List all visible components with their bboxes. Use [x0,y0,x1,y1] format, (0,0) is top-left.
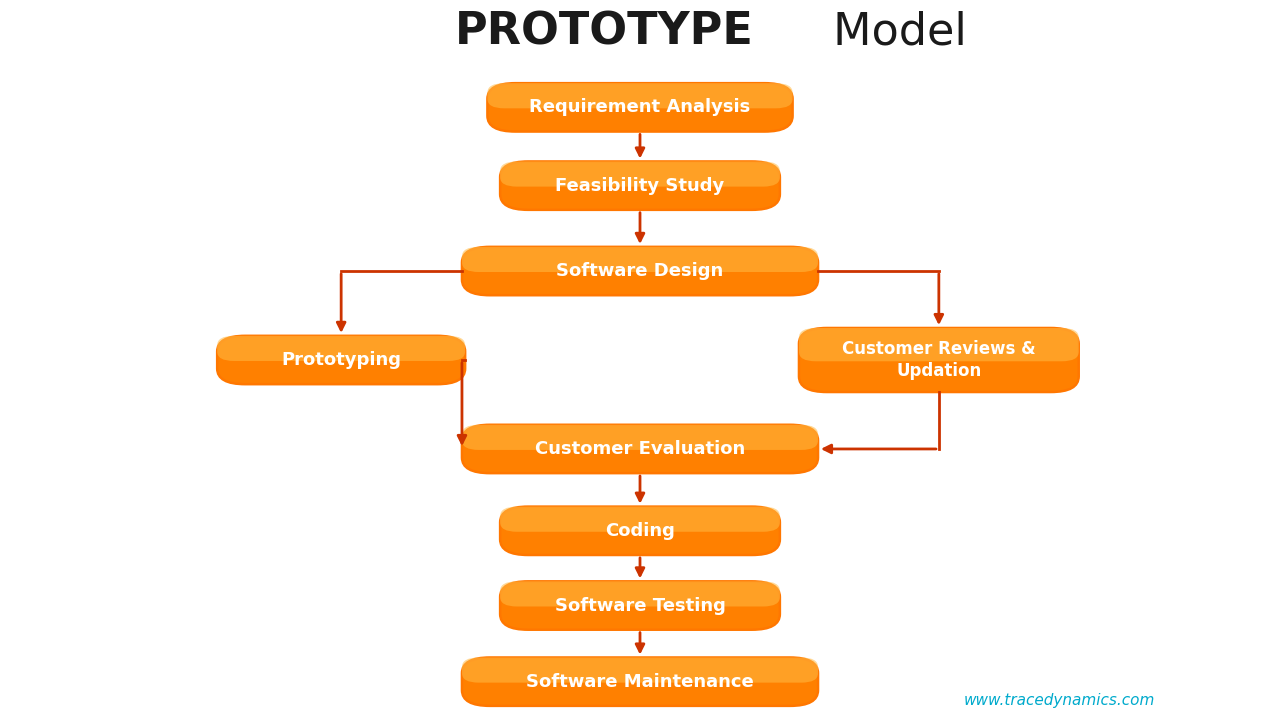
Text: www.tracedynamics.com: www.tracedynamics.com [964,693,1156,708]
FancyBboxPatch shape [799,328,1079,392]
Text: PROTOTYPE: PROTOTYPE [454,11,753,54]
FancyBboxPatch shape [462,657,818,706]
FancyBboxPatch shape [488,84,792,108]
Text: Prototyping: Prototyping [282,351,401,369]
Text: Software Design: Software Design [557,262,723,280]
FancyBboxPatch shape [488,84,792,132]
FancyBboxPatch shape [462,425,818,450]
FancyBboxPatch shape [500,581,780,630]
Text: Software Testing: Software Testing [554,597,726,615]
FancyBboxPatch shape [799,328,1079,361]
Text: Feasibility Study: Feasibility Study [556,176,724,194]
FancyBboxPatch shape [500,581,780,606]
Text: Model: Model [819,11,966,54]
FancyBboxPatch shape [462,247,818,295]
Text: Software Maintenance: Software Maintenance [526,672,754,690]
FancyBboxPatch shape [500,507,780,532]
FancyBboxPatch shape [218,336,465,384]
FancyBboxPatch shape [462,657,818,683]
FancyBboxPatch shape [462,247,818,272]
FancyBboxPatch shape [462,425,818,473]
FancyBboxPatch shape [500,161,780,210]
Text: Customer Reviews &
Updation: Customer Reviews & Updation [842,340,1036,380]
FancyBboxPatch shape [218,336,465,361]
Text: Customer Evaluation: Customer Evaluation [535,440,745,458]
FancyBboxPatch shape [500,161,780,186]
FancyBboxPatch shape [500,507,780,555]
Text: Coding: Coding [605,522,675,540]
Text: Requirement Analysis: Requirement Analysis [530,99,750,117]
